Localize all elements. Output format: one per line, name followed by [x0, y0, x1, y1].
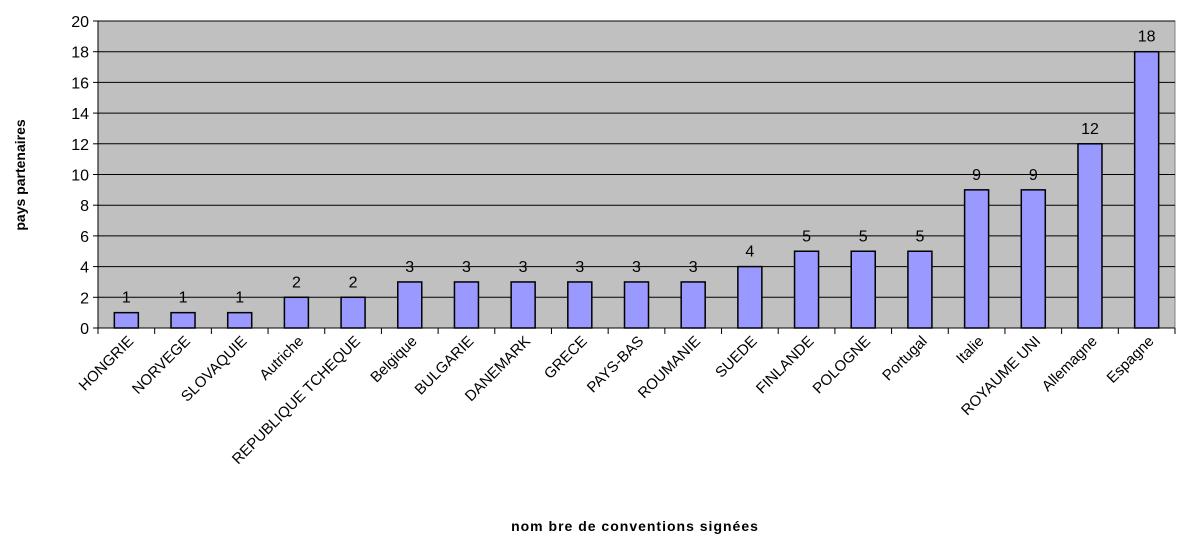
- y-tick-label: 8: [80, 198, 89, 215]
- data-label: 12: [1081, 121, 1099, 138]
- bars: [113, 50, 1160, 329]
- bar: [737, 265, 763, 329]
- bar: [567, 281, 593, 329]
- y-tick-label: 2: [80, 290, 89, 307]
- data-label: 5: [802, 228, 811, 245]
- data-label: 3: [632, 259, 641, 276]
- category-label: GRECE: [541, 333, 591, 383]
- category-label: Espagne: [1104, 333, 1158, 387]
- bar: [793, 250, 820, 329]
- data-label: 18: [1138, 29, 1156, 46]
- data-label: 1: [179, 290, 188, 307]
- bar: [623, 281, 650, 329]
- bar: [1133, 50, 1160, 329]
- bar: [1077, 143, 1103, 329]
- category-label: Belgique: [367, 333, 420, 386]
- bar: [113, 311, 140, 329]
- bar: [226, 311, 253, 329]
- category-label: SUEDE: [712, 333, 761, 382]
- category-label: Portugal: [879, 333, 931, 385]
- y-axis-ticks: 0 2 4 6 8 10 12 14 16 18 20: [71, 14, 98, 338]
- bar: [510, 281, 536, 329]
- data-label: 3: [519, 259, 528, 276]
- y-tick-label: 16: [71, 75, 89, 92]
- y-tick-label: 18: [71, 45, 89, 62]
- data-label: 1: [122, 290, 131, 307]
- bar: [283, 296, 310, 329]
- category-label: Italie: [953, 333, 987, 367]
- y-tick-label: 14: [71, 106, 89, 123]
- y-tick-label: 6: [80, 229, 89, 246]
- data-label: 3: [462, 259, 471, 276]
- x-axis-title: nom bre de conventions signées: [511, 518, 759, 534]
- data-label: 9: [1029, 167, 1038, 184]
- category-label: POLOGNE: [810, 333, 874, 397]
- data-label: 1: [235, 290, 244, 307]
- y-tick-label: 10: [71, 168, 89, 185]
- data-label: 2: [292, 274, 301, 291]
- data-label: 5: [859, 228, 868, 245]
- grid-lines: [98, 20, 1175, 298]
- bar: [453, 281, 480, 329]
- data-label: 2: [349, 274, 358, 291]
- bar: [850, 250, 876, 329]
- bar: [397, 281, 423, 329]
- data-label: 3: [405, 259, 414, 276]
- data-label: 9: [972, 167, 981, 184]
- y-tick-label: 20: [71, 14, 89, 31]
- y-axis-title: pays partenaires: [12, 119, 28, 230]
- category-label: FINLANDE: [753, 333, 817, 397]
- y-tick-label: 0: [80, 321, 89, 338]
- bar: [1020, 189, 1047, 329]
- data-label: 4: [745, 244, 754, 261]
- data-label: 5: [915, 228, 924, 245]
- data-label: 3: [689, 259, 698, 276]
- bar: [340, 296, 366, 329]
- y-tick-label: 12: [71, 137, 89, 154]
- bar: [170, 311, 196, 329]
- bar: [680, 281, 706, 329]
- category-label: HONGRIE: [76, 333, 138, 395]
- category-label: Allemagne: [1039, 333, 1101, 395]
- x-axis-ticks: [97, 328, 1176, 334]
- data-label: 3: [575, 259, 584, 276]
- bar: [907, 250, 933, 329]
- category-label: Autriche: [256, 333, 307, 384]
- y-tick-label: 4: [80, 260, 89, 277]
- bar: [963, 189, 990, 329]
